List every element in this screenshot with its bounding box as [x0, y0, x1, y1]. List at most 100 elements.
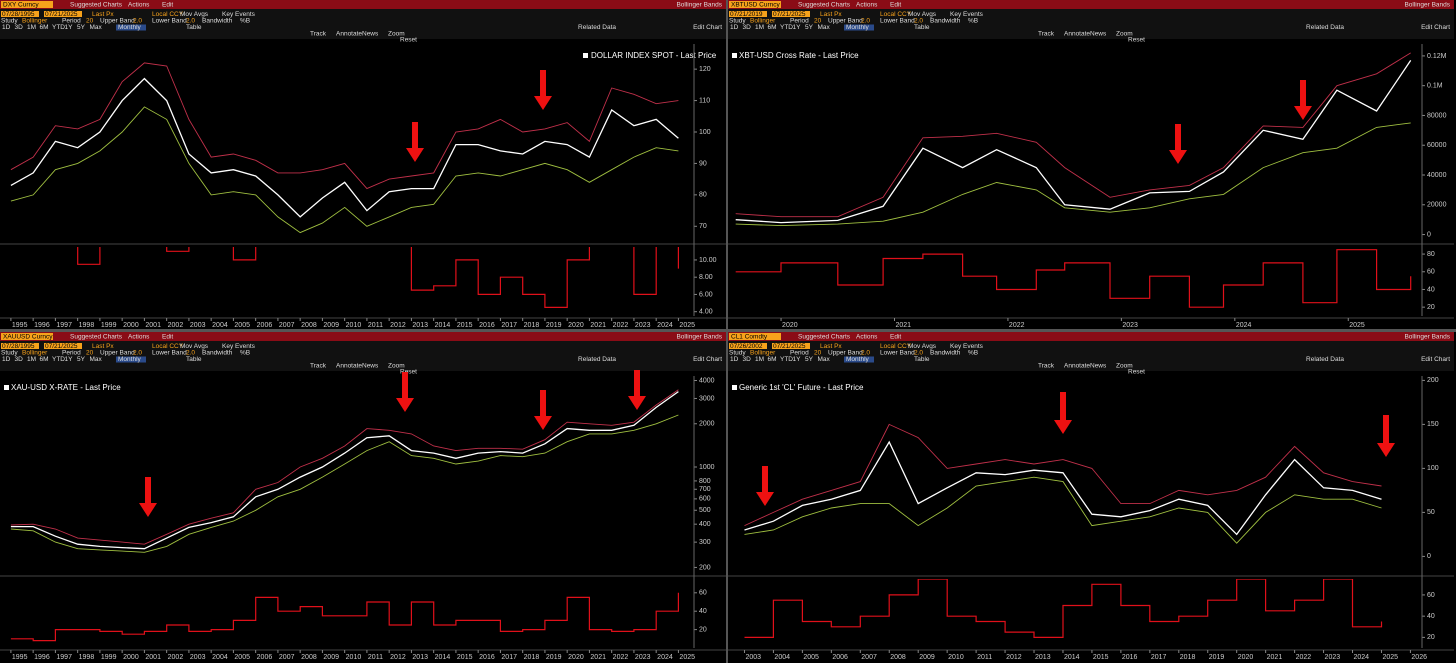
period-button[interactable]: 1D: [2, 356, 11, 363]
x-tick-label: 2004: [212, 322, 228, 329]
chart-tool[interactable]: Annotate: [1064, 31, 1090, 38]
x-tick-label: 2005: [234, 322, 250, 329]
period-button[interactable]: 3D: [15, 24, 24, 31]
x-tick-label: 1998: [79, 322, 95, 329]
chart-tool[interactable]: News: [1090, 363, 1107, 370]
study-title: Bollinger Bands: [1404, 334, 1450, 341]
period-button[interactable]: YTD: [52, 356, 65, 363]
period-button[interactable]: 1M: [27, 24, 36, 31]
chart-tool[interactable]: Track: [310, 31, 327, 38]
x-tick-label: 2016: [1122, 654, 1138, 661]
x-tick-label: 2021: [590, 322, 606, 329]
period-button[interactable]: 3D: [743, 356, 752, 363]
period-button[interactable]: YTD: [780, 24, 793, 31]
y-tick-label: 2000: [699, 421, 715, 428]
chart-tool[interactable]: Track: [1038, 31, 1055, 38]
chart-tool[interactable]: Zoom: [388, 363, 405, 370]
x-tick-label: 2020: [782, 322, 798, 329]
period-button[interactable]: 1Y: [65, 24, 74, 31]
period-button[interactable]: 5Y: [805, 356, 814, 363]
chart-tool[interactable]: Zoom: [1116, 31, 1133, 38]
period-button[interactable]: 1Y: [65, 356, 74, 363]
chart-tool[interactable]: Reset: [400, 369, 417, 376]
bandwidth-line: [744, 579, 1383, 638]
chart-tool[interactable]: Track: [310, 363, 327, 370]
menu-item: Actions: [856, 2, 878, 9]
x-tick-label: 2001: [145, 322, 161, 329]
x-tick-label: 2008: [890, 654, 906, 661]
period-button[interactable]: 1M: [755, 356, 764, 363]
menu-item: Suggested Charts: [798, 334, 851, 341]
x-tick-label: 2013: [412, 322, 428, 329]
y-tick-label: 300: [699, 539, 711, 546]
study-setting: Period: [790, 18, 809, 25]
chart-tool[interactable]: Track: [1038, 363, 1055, 370]
chart-tool[interactable]: Zoom: [388, 31, 405, 38]
chart-tool[interactable]: Zoom: [1116, 363, 1133, 370]
chart-tool[interactable]: Reset: [1128, 369, 1145, 376]
x-tick-label: 1997: [56, 654, 72, 661]
period-button[interactable]: 5Y: [77, 24, 86, 31]
x-tick-label: 2016: [479, 322, 495, 329]
legend-swatch: [583, 53, 588, 58]
ticker-field: [1, 1, 53, 8]
option: Edit Chart: [1421, 24, 1450, 31]
period-button[interactable]: 1D: [730, 356, 739, 363]
period-button[interactable]: 1D: [2, 24, 11, 31]
study-setting: Bollinger: [750, 18, 776, 25]
y-tick-label: 60: [699, 590, 707, 597]
y-tick-label: 1000: [699, 464, 715, 471]
study-setting: 2.0: [133, 350, 142, 357]
period-button[interactable]: Max: [818, 356, 831, 363]
frequency: Monthly: [118, 24, 142, 31]
period-button[interactable]: 6M: [40, 356, 49, 363]
period-button[interactable]: YTD: [780, 356, 793, 363]
period-button[interactable]: Max: [818, 24, 831, 31]
period-button[interactable]: 1D: [730, 24, 739, 31]
y-tick-label: 4000: [699, 377, 715, 384]
study-setting: 2.0: [914, 18, 923, 25]
date-field: [772, 343, 810, 349]
menu-item: Edit: [162, 2, 173, 9]
freq-field: [116, 356, 146, 363]
period-button[interactable]: 5Y: [77, 356, 86, 363]
chart-tool[interactable]: News: [362, 31, 379, 38]
study-setting: Bollinger: [22, 18, 48, 25]
chart-tool[interactable]: Annotate: [336, 363, 362, 370]
period-button[interactable]: 6M: [768, 24, 777, 31]
y-tick-label: 120: [699, 66, 711, 73]
period-button[interactable]: 1Y: [793, 356, 802, 363]
study-setting: Bandwidth: [930, 18, 961, 25]
period-button[interactable]: 3D: [15, 356, 24, 363]
period-button[interactable]: 6M: [768, 356, 777, 363]
chart-tool[interactable]: Annotate: [336, 31, 362, 38]
x-tick-label: 2022: [1296, 654, 1312, 661]
y-tick-label: 200: [1427, 377, 1439, 384]
chart-tool[interactable]: News: [362, 363, 379, 370]
start-date: 07/28/1995: [2, 11, 35, 18]
period-button[interactable]: 1Y: [793, 24, 802, 31]
y-tick-label: 50: [1427, 509, 1435, 516]
period-button[interactable]: Max: [90, 356, 103, 363]
chart-tool[interactable]: Reset: [1128, 37, 1145, 44]
period-button[interactable]: 6M: [40, 24, 49, 31]
period-button[interactable]: YTD: [52, 24, 65, 31]
period-button[interactable]: 1M: [755, 24, 764, 31]
period-button[interactable]: 3D: [743, 24, 752, 31]
title-bar: [728, 332, 1454, 341]
period-button[interactable]: Max: [90, 24, 103, 31]
y-tick-label: 20000: [1427, 202, 1447, 209]
chart-tool[interactable]: Reset: [400, 37, 417, 44]
period-button[interactable]: 1M: [27, 356, 36, 363]
option: Related Data: [578, 356, 616, 363]
x-tick-label: 2014: [435, 654, 451, 661]
x-tick-label: 2026: [1411, 654, 1427, 661]
chart-tool[interactable]: News: [1090, 31, 1107, 38]
legend-entry: XBT-USD Cross Rate - Last Price: [739, 51, 859, 60]
period-button[interactable]: 5Y: [805, 24, 814, 31]
freq-field: [844, 24, 874, 31]
x-tick-label: 1996: [34, 654, 50, 661]
chart-tool[interactable]: Annotate: [1064, 363, 1090, 370]
x-tick-label: 2008: [301, 322, 317, 329]
arrow: [396, 372, 414, 412]
